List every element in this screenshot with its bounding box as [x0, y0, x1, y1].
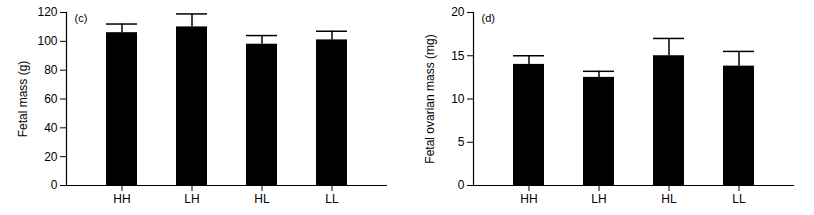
svg-text:0: 0 [51, 178, 58, 192]
svg-text:0: 0 [458, 178, 465, 192]
svg-text:HL: HL [661, 192, 677, 206]
svg-text:40: 40 [44, 121, 58, 135]
svg-text:HH: HH [520, 192, 537, 206]
svg-text:LL: LL [732, 192, 746, 206]
svg-text:(d): (d) [482, 12, 495, 24]
svg-text:HH: HH [113, 192, 130, 206]
svg-text:120: 120 [37, 5, 57, 19]
svg-text:LH: LH [184, 192, 199, 206]
svg-text:LH: LH [591, 192, 606, 206]
svg-text:100: 100 [37, 34, 57, 48]
svg-text:80: 80 [44, 63, 58, 77]
svg-text:Fetal mass (g): Fetal mass (g) [16, 61, 30, 138]
svg-text:(c): (c) [75, 12, 88, 24]
svg-text:15: 15 [451, 49, 465, 63]
svg-text:Fetal ovarian mass (mg): Fetal ovarian mass (mg) [423, 34, 437, 163]
svg-text:HL: HL [254, 192, 270, 206]
svg-text:60: 60 [44, 92, 58, 106]
svg-text:10: 10 [451, 92, 465, 106]
svg-text:5: 5 [458, 135, 465, 149]
svg-text:20: 20 [44, 150, 58, 164]
svg-text:20: 20 [451, 5, 465, 19]
svg-text:LL: LL [325, 192, 339, 206]
